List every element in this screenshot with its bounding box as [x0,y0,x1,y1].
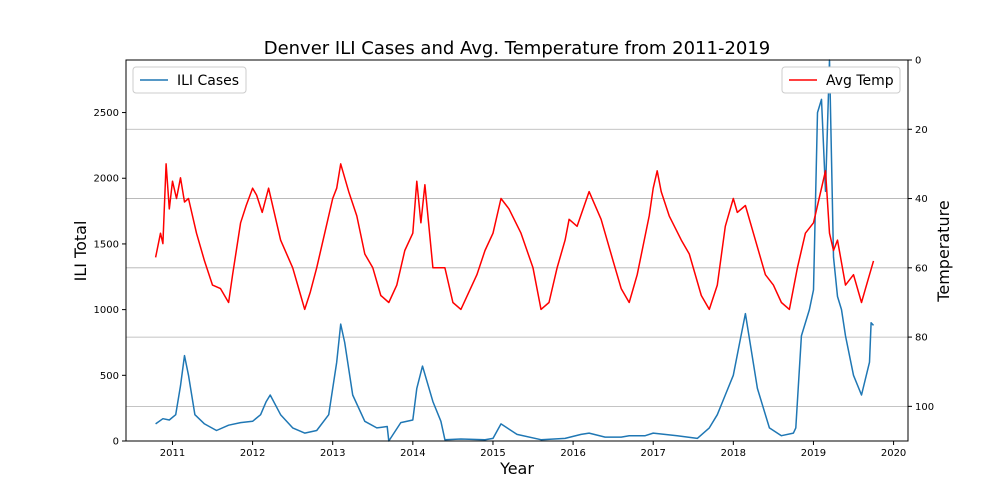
legend-left-box [132,66,247,94]
series-line-ili-cases [155,59,875,442]
legend-right: Avg Temp [781,66,901,94]
series-layer [154,59,875,442]
x-tick-label: 2011 [160,448,185,459]
plot-frame [125,59,909,442]
legend-right-box [781,66,901,94]
y-axis-right: 0 20 40 60 80 100 [908,56,934,413]
y-tick-label: 1000 [94,305,119,316]
y-axis-left: 0 500 1000 1500 2000 2500 [94,108,126,448]
y-tick-label: 1500 [94,239,119,250]
x-axis: 2011 2012 2013 2014 2015 2016 2017 2018 2019 2020 [160,441,906,459]
y2-tick-label: 0 [915,56,921,67]
y2-tick-label: 40 [915,194,928,205]
y-axis-title: ILI Total [71,221,90,282]
legend-right-label: Avg Temp [826,73,894,89]
y-tick-label: 2500 [94,108,119,119]
x-tick-label: 2019 [801,448,826,459]
x-tick-label: 2016 [560,448,585,459]
y-tick-label: 500 [100,371,119,382]
x-tick-label: 2012 [240,448,265,459]
plot-area [126,60,908,441]
y2-axis-title: Temperature [934,200,953,302]
y2-tick-label: 80 [915,333,928,344]
chart-title: Denver ILI Cases and Avg. Temperature fr… [264,38,771,59]
y-tick-label: 2000 [94,174,119,185]
x-tick-label: 2018 [721,448,746,459]
y2-tick-label: 60 [915,263,928,274]
y2-tick-label: 100 [915,402,934,413]
x-axis-title: Year [499,459,534,478]
y-tick-label: 0 [113,437,119,448]
x-tick-label: 2013 [320,448,345,459]
x-tick-label: 2014 [400,448,425,459]
x-tick-label: 2017 [640,448,665,459]
x-tick-label: 2015 [480,448,505,459]
series-line-avg-temp [154,163,875,311]
y2-tick-label: 20 [915,125,928,136]
legend-left: ILI Cases [132,66,247,94]
x-tick-label: 2020 [881,448,906,459]
legend-left-label: ILI Cases [177,73,239,89]
